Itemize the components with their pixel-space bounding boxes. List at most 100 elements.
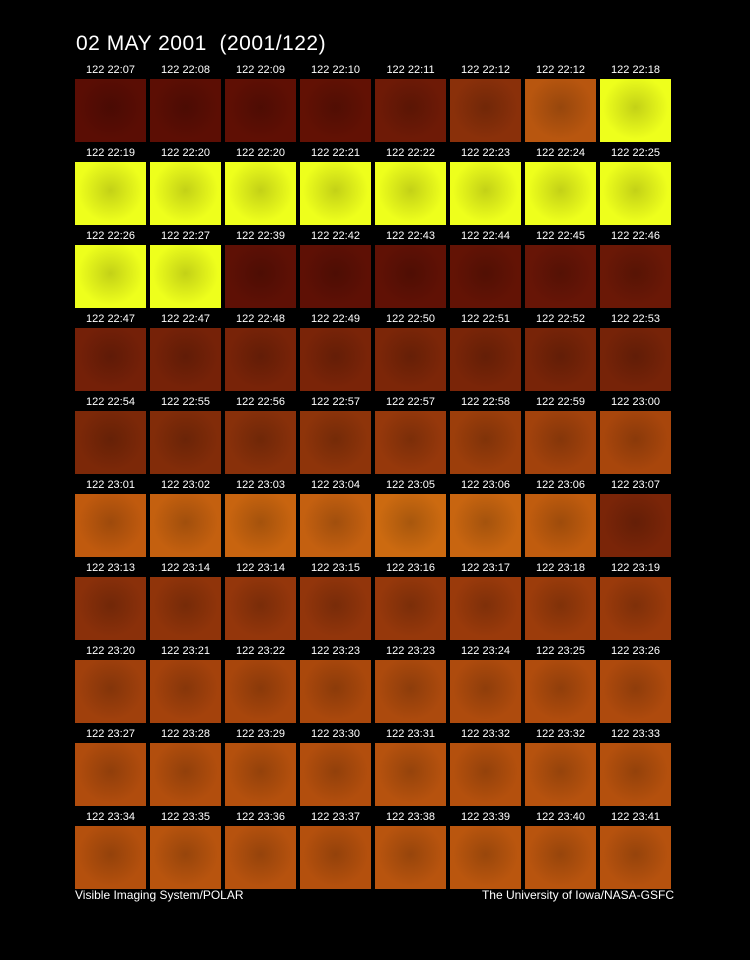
frame-image <box>75 577 146 640</box>
frame-image <box>450 328 521 391</box>
frame-label: 122 22:59 <box>536 396 585 408</box>
frame-image <box>375 577 446 640</box>
frame-label: 122 22:42 <box>311 230 360 242</box>
frame-image <box>375 328 446 391</box>
frame-image <box>150 328 221 391</box>
frame-label: 122 23:23 <box>311 645 360 657</box>
frame-image <box>450 411 521 474</box>
frame-label: 122 23:17 <box>461 562 510 574</box>
frame-label: 122 22:55 <box>161 396 210 408</box>
frame-label: 122 22:46 <box>611 230 660 242</box>
frame-label: 122 23:40 <box>536 811 585 823</box>
frame-label: 122 23:30 <box>311 728 360 740</box>
frame-label: 122 23:34 <box>86 811 135 823</box>
frame-label: 122 23:15 <box>311 562 360 574</box>
frame-image <box>150 79 221 142</box>
frame-image <box>450 826 521 889</box>
frame-image <box>375 494 446 557</box>
frame-image <box>225 328 296 391</box>
frame-image <box>375 660 446 723</box>
frame-label: 122 22:48 <box>236 313 285 325</box>
frame-image <box>225 577 296 640</box>
frame-image <box>225 411 296 474</box>
frame-image <box>300 162 371 225</box>
frame-image <box>600 79 671 142</box>
frame-image <box>525 494 596 557</box>
frame-label: 122 22:56 <box>236 396 285 408</box>
frame-image <box>450 743 521 806</box>
frame-label: 122 22:24 <box>536 147 585 159</box>
frame-label: 122 23:36 <box>236 811 285 823</box>
footer-right: The University of Iowa/NASA-GSFC <box>481 888 674 902</box>
frame-label: 122 22:54 <box>86 396 135 408</box>
frame-image <box>75 411 146 474</box>
frame-image <box>300 245 371 308</box>
frame-label: 122 22:12 <box>461 64 510 76</box>
frame-label: 122 22:08 <box>161 64 210 76</box>
frame-image <box>150 494 221 557</box>
frame-label: 122 22:25 <box>611 147 660 159</box>
frame-image <box>600 328 671 391</box>
frame-image <box>525 245 596 308</box>
frame-image <box>375 162 446 225</box>
frame-image <box>150 826 221 889</box>
frame-image <box>525 826 596 889</box>
frame-image <box>375 826 446 889</box>
frame-image <box>450 494 521 557</box>
frame-image <box>150 245 221 308</box>
frame-image <box>150 162 221 225</box>
frame-image <box>375 411 446 474</box>
footer-left: Visible Imaging System/POLAR <box>75 888 244 902</box>
frame-image <box>150 577 221 640</box>
frame-image <box>150 743 221 806</box>
frame-label: 122 22:47 <box>161 313 210 325</box>
frame-label: 122 23:13 <box>86 562 135 574</box>
frame-image <box>75 328 146 391</box>
frame-label: 122 23:20 <box>86 645 135 657</box>
frame-label: 122 23:22 <box>236 645 285 657</box>
frame-label: 122 22:20 <box>236 147 285 159</box>
frame-label: 122 23:25 <box>536 645 585 657</box>
frame-label: 122 23:32 <box>536 728 585 740</box>
frame-image <box>450 79 521 142</box>
frame-label: 122 23:00 <box>611 396 660 408</box>
frame-label: 122 23:35 <box>161 811 210 823</box>
frame-label: 122 23:24 <box>461 645 510 657</box>
frame-label: 122 23:01 <box>86 479 135 491</box>
frame-label: 122 22:07 <box>86 64 135 76</box>
frame-label: 122 22:52 <box>536 313 585 325</box>
frame-label: 122 23:33 <box>611 728 660 740</box>
frame-image <box>300 411 371 474</box>
frame-label: 122 22:50 <box>386 313 435 325</box>
frame-label: 122 22:43 <box>386 230 435 242</box>
frame-image <box>300 826 371 889</box>
title: 02 MAY 2001 (2001/122) <box>76 32 327 55</box>
frame-label: 122 22:22 <box>386 147 435 159</box>
frame-image <box>375 743 446 806</box>
frame-label: 122 22:47 <box>86 313 135 325</box>
frame-label: 122 23:06 <box>461 479 510 491</box>
frame-image <box>525 577 596 640</box>
frame-image <box>75 245 146 308</box>
frame-image <box>75 826 146 889</box>
frame-label: 122 22:27 <box>161 230 210 242</box>
frame-label: 122 22:57 <box>386 396 435 408</box>
frame-label: 122 22:58 <box>461 396 510 408</box>
frame-image <box>600 494 671 557</box>
frame-label: 122 23:26 <box>611 645 660 657</box>
frame-label: 122 22:49 <box>311 313 360 325</box>
frame-image <box>450 577 521 640</box>
frame-image <box>225 660 296 723</box>
frame-label: 122 23:23 <box>386 645 435 657</box>
frame-label: 122 22:12 <box>536 64 585 76</box>
frame-label: 122 23:05 <box>386 479 435 491</box>
frame-image <box>75 660 146 723</box>
frame-image <box>450 660 521 723</box>
frame-label: 122 23:14 <box>161 562 210 574</box>
frame-label: 122 23:04 <box>311 479 360 491</box>
frame-label: 122 22:21 <box>311 147 360 159</box>
frame-label: 122 23:03 <box>236 479 285 491</box>
frame-label: 122 23:39 <box>461 811 510 823</box>
frame-label: 122 22:51 <box>461 313 510 325</box>
frame-image <box>525 411 596 474</box>
